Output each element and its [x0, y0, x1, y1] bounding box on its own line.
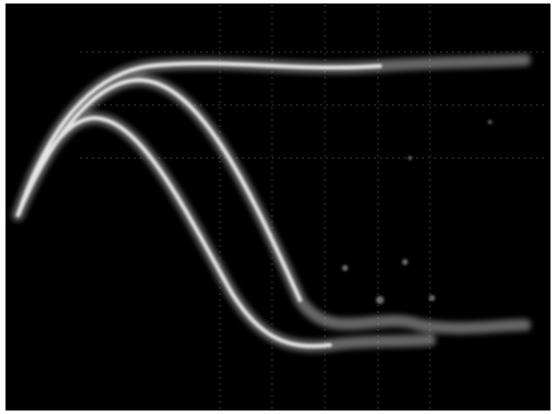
spot [376, 296, 384, 304]
spot [429, 295, 435, 301]
spot [342, 265, 348, 271]
spot [402, 259, 408, 265]
spot [408, 156, 412, 160]
oscilloscope-photo [0, 0, 555, 414]
page [0, 0, 555, 414]
spot [488, 120, 492, 124]
